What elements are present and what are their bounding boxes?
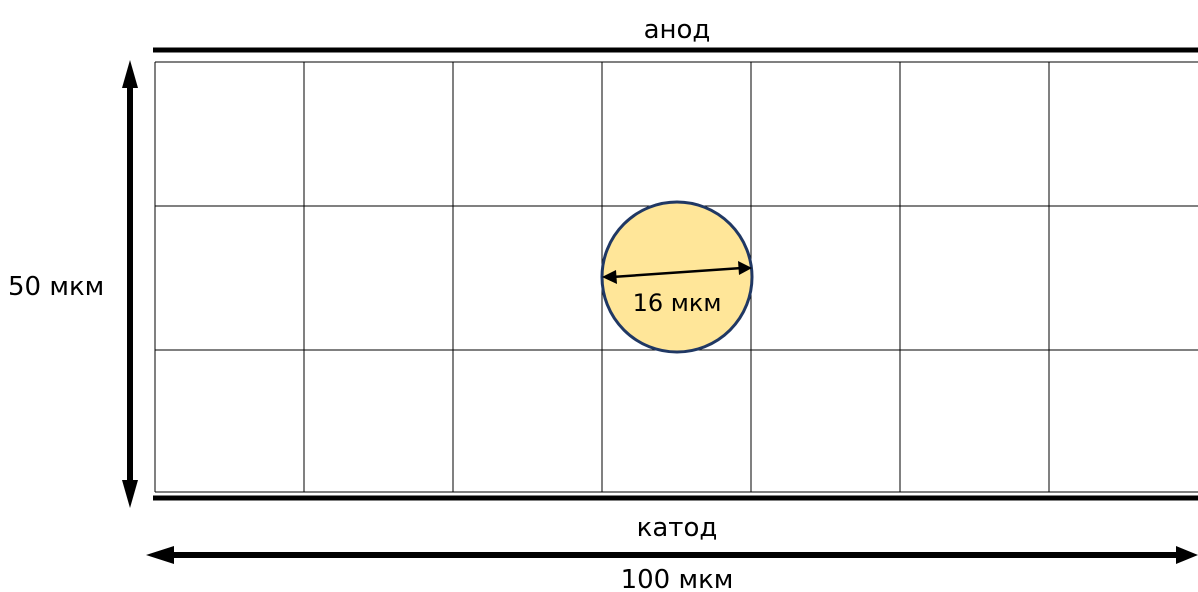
particle-diameter-label: 16 мкм (633, 289, 722, 317)
anode-label: анод (644, 15, 711, 45)
diameter-arrow-shaft (611, 266, 743, 279)
height-label: 50 мкм (8, 272, 104, 302)
width-arrow-left-head (146, 546, 174, 564)
cathode-label: катод (637, 513, 718, 543)
height-dimension-arrow (122, 60, 138, 508)
width-dimension-arrow (146, 546, 1198, 564)
grid (154, 61, 1198, 493)
width-label: 100 мкм (621, 565, 734, 592)
width-arrow-right-head (1176, 546, 1198, 564)
height-arrow-up-head (122, 60, 138, 88)
particle-diameter-arrow (602, 261, 752, 284)
height-arrow-down-head (122, 480, 138, 508)
diameter-arrow-left-head (602, 270, 617, 284)
diameter-arrow-right-head (738, 261, 752, 275)
